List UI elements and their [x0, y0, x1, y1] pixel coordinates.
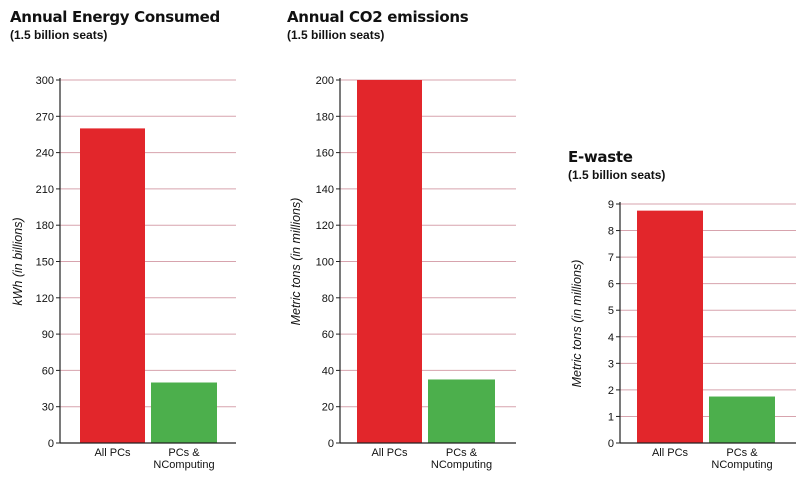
bar — [151, 382, 217, 443]
y-tick-label: 7 — [608, 252, 614, 264]
y-tick-label: 100 — [316, 257, 334, 269]
y-tick-label: 30 — [42, 402, 54, 414]
chart-3-title: E-waste — [568, 148, 633, 166]
y-axis-label: Metric tons (in millions) — [289, 198, 303, 326]
y-tick-label: 6 — [608, 279, 614, 291]
y-tick-label: 210 — [36, 184, 54, 196]
y-tick-label: 300 — [36, 75, 54, 87]
y-tick-label: 1 — [608, 411, 614, 423]
y-tick-label: 4 — [608, 332, 614, 344]
y-tick-label: 3 — [608, 358, 614, 370]
y-tick-label: 240 — [36, 148, 54, 160]
chart-3-subtitle: (1.5 billion seats) — [568, 168, 666, 182]
y-tick-label: 0 — [48, 438, 54, 450]
x-tick-label: PCs & NComputing — [711, 447, 772, 471]
x-tick-label: All PCs — [652, 447, 689, 459]
y-tick-label: 0 — [608, 438, 614, 450]
chart-2-subtitle: (1.5 billion seats) — [287, 28, 385, 42]
bar — [709, 396, 775, 443]
y-tick-label: 5 — [608, 305, 614, 317]
y-tick-label: 40 — [322, 365, 334, 377]
y-tick-label: 140 — [316, 184, 334, 196]
y-tick-label: 120 — [316, 220, 334, 232]
y-tick-label: 8 — [608, 226, 614, 238]
y-tick-label: 9 — [608, 199, 614, 211]
y-tick-label: 60 — [322, 329, 334, 341]
y-tick-label: 80 — [322, 293, 334, 305]
y-tick-label: 120 — [36, 293, 54, 305]
bar — [428, 379, 495, 443]
y-axis-label: kWh (in billions) — [11, 217, 25, 305]
y-axis-label: Metric tons (in millions) — [570, 260, 584, 388]
x-tick-label: PCs & NComputing — [431, 447, 492, 471]
y-tick-label: 60 — [42, 365, 54, 377]
y-tick-label: 20 — [322, 402, 334, 414]
x-tick-label: All PCs — [94, 447, 131, 459]
x-tick-label: All PCs — [371, 447, 408, 459]
y-tick-label: 200 — [316, 75, 334, 87]
chart-1-subtitle: (1.5 billion seats) — [10, 28, 108, 42]
bar — [637, 210, 703, 443]
chart-1-title: Annual Energy Consumed — [10, 8, 220, 26]
y-tick-label: 2 — [608, 385, 614, 397]
x-tick-label: PCs & NComputing — [153, 447, 214, 471]
y-tick-label: 90 — [42, 329, 54, 341]
y-tick-label: 150 — [36, 257, 54, 269]
y-tick-label: 180 — [316, 111, 334, 123]
y-tick-label: 0 — [328, 438, 334, 450]
bar — [357, 80, 422, 443]
y-tick-label: 180 — [36, 220, 54, 232]
y-tick-label: 270 — [36, 111, 54, 123]
bar — [80, 128, 145, 443]
chart-2-title: Annual CO2 emissions — [287, 8, 469, 26]
y-tick-label: 160 — [316, 148, 334, 160]
